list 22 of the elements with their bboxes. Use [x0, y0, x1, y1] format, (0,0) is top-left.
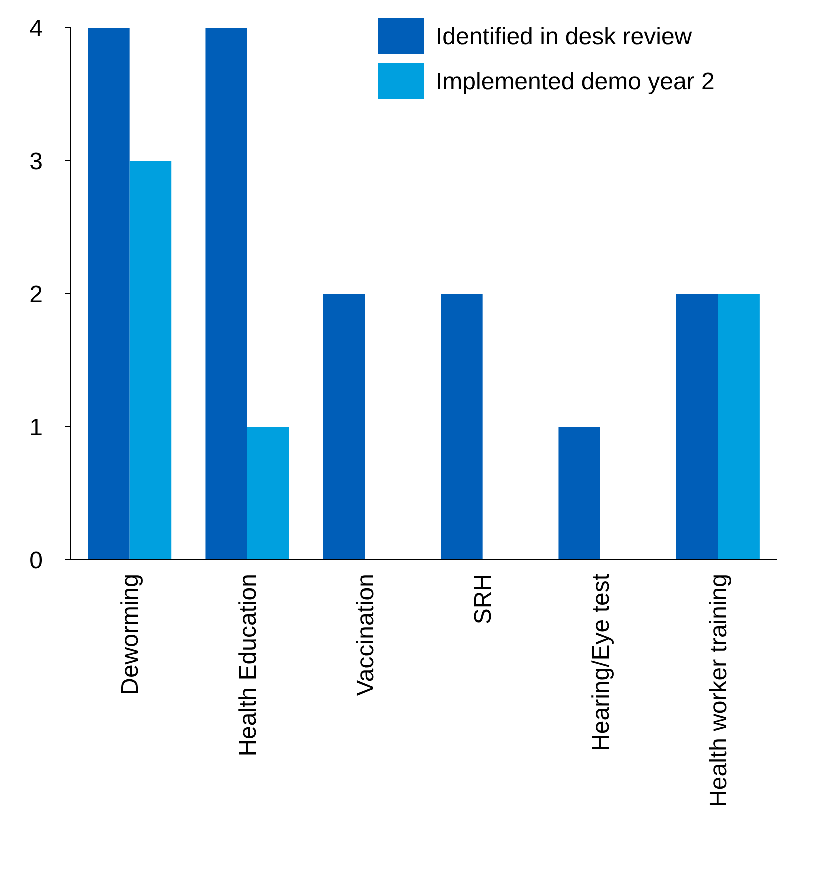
bar	[88, 28, 130, 560]
x-tick-label: Hearing/Eye test	[588, 574, 615, 752]
y-tick-label: 4	[30, 15, 43, 42]
bar	[441, 294, 483, 560]
x-tick-label: Deworming	[117, 574, 144, 696]
y-tick-label: 1	[30, 414, 43, 442]
bar	[323, 294, 366, 560]
x-tick-label: Health Education	[234, 574, 262, 757]
y-tick-label: 0	[30, 547, 43, 574]
bar	[676, 294, 718, 560]
x-tick-label: Health worker training	[706, 574, 733, 808]
x-tick-label: Vaccination	[352, 574, 380, 696]
x-tick-label: SRH	[470, 574, 498, 625]
bar	[206, 28, 248, 560]
y-tick-label: 3	[30, 148, 43, 176]
bar	[558, 427, 600, 560]
bar	[248, 427, 290, 560]
bar	[718, 294, 760, 560]
legend-label: Implemented demo year 2	[436, 68, 715, 96]
legend-label: Identified in desk review	[436, 23, 693, 50]
y-tick-label: 2	[30, 281, 43, 308]
bar	[130, 161, 172, 560]
